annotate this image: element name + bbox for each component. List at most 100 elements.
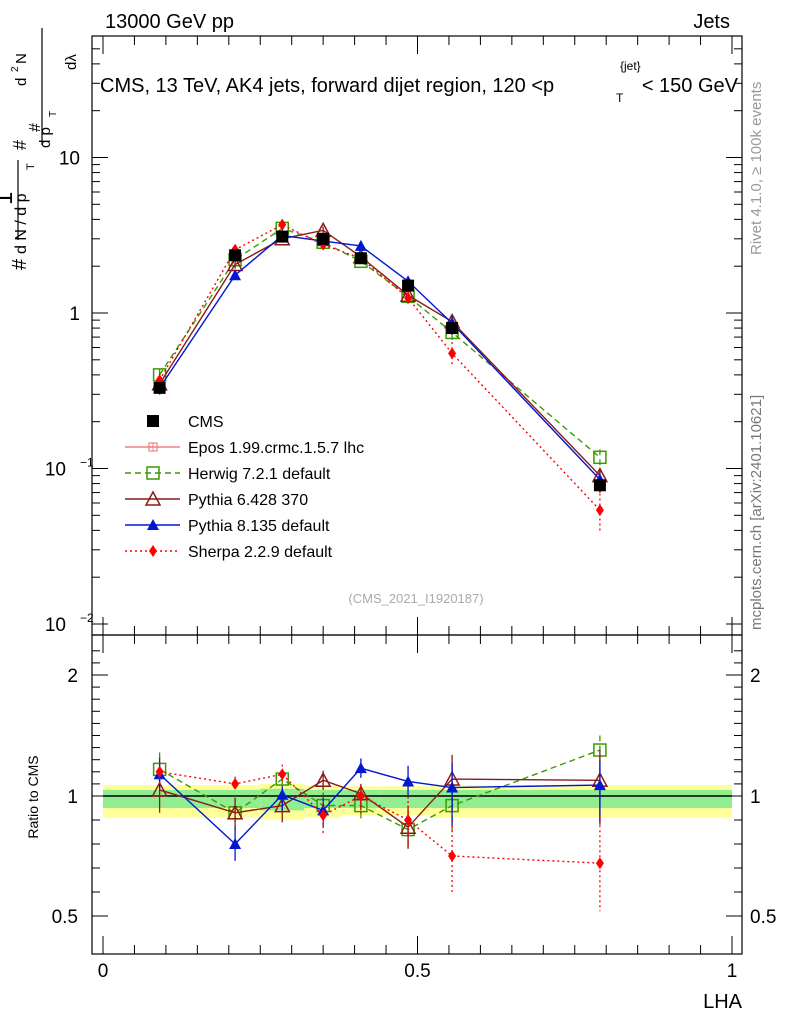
ratio-y-axis-label: Ratio to CMS bbox=[25, 755, 41, 838]
ratio-band-inner bbox=[379, 789, 431, 808]
header-right: Jets bbox=[693, 11, 730, 33]
ratio-y-tick-label-right: 1 bbox=[750, 787, 761, 808]
marker-triangle bbox=[276, 788, 289, 800]
marker-triangle bbox=[402, 775, 415, 787]
marker-diamond bbox=[231, 777, 240, 790]
marker-diamond bbox=[404, 814, 413, 826]
legend-item: CMS bbox=[147, 414, 224, 431]
marker-triangle-open bbox=[144, 490, 162, 506]
svg-text:1: 1 bbox=[0, 192, 18, 205]
series-line bbox=[159, 234, 601, 480]
marker-square bbox=[147, 415, 159, 427]
ratio-plot: 2 2 1 1 0.5 0.5 0 0.5 1 bbox=[52, 634, 776, 982]
marker-triangle bbox=[229, 838, 242, 849]
main-y-tick-exp: −2 bbox=[80, 611, 94, 625]
plot-title-main: CMS, 13 TeV, AK4 jets, forward dijet reg… bbox=[100, 75, 554, 97]
svg-text:T: T bbox=[25, 163, 37, 170]
main-y-tick-label: 10 bbox=[59, 149, 80, 170]
marker-diamond bbox=[448, 850, 457, 862]
marker-square bbox=[446, 322, 459, 335]
main-y-tick-label: 10 bbox=[45, 460, 66, 481]
marker-square bbox=[276, 230, 289, 243]
x-axis-label: LHA bbox=[703, 991, 743, 1013]
marker-triangle bbox=[593, 779, 606, 791]
x-tick-label: 1 bbox=[727, 961, 738, 982]
marker-triangle bbox=[354, 239, 367, 251]
main-plot: 10 1 10 −1 10 −2 bbox=[45, 35, 743, 636]
marker-diamond bbox=[595, 504, 604, 517]
ratio-y-tick-label: 2 bbox=[67, 666, 78, 687]
ratio-y-tick-label: 1 bbox=[67, 787, 78, 808]
legend-item: Epos 1.99.crmc.1.5.7 lhc bbox=[125, 440, 364, 457]
main-y-tick-exp: −1 bbox=[80, 456, 94, 470]
marker-triangle bbox=[354, 762, 367, 774]
legend-label: Pythia 6.428 370 bbox=[188, 492, 308, 509]
rivet-label: Rivet 4.1.0, ≥ 100k events bbox=[748, 82, 765, 255]
main-y-tick-label: 1 bbox=[69, 304, 80, 325]
legend-label: CMS bbox=[188, 414, 224, 431]
marker-diamond bbox=[404, 291, 413, 304]
marker-diamond bbox=[595, 857, 604, 870]
ratio-band-inner bbox=[474, 789, 732, 808]
legend-label: Herwig 7.2.1 default bbox=[188, 466, 331, 483]
marker-square-open bbox=[593, 450, 607, 465]
ratio-series-pythia-8-135-default bbox=[153, 758, 606, 861]
svg-text:d p: d p bbox=[37, 127, 54, 148]
plot-title-sup: {jet} bbox=[620, 59, 641, 73]
marker-diamond bbox=[155, 765, 164, 778]
marker-square bbox=[153, 381, 166, 394]
marker-square-open bbox=[146, 466, 160, 480]
series-cms bbox=[153, 230, 606, 493]
svg-text:#: # bbox=[10, 140, 30, 150]
marker-triangle bbox=[446, 781, 459, 793]
legend-label: Pythia 8.135 default bbox=[188, 518, 330, 535]
marker-triangle-open bbox=[274, 797, 291, 813]
marker-diamond bbox=[278, 218, 287, 231]
x-tick-label: 0.5 bbox=[404, 961, 430, 982]
ratio-line bbox=[159, 771, 600, 864]
legend-item: Sherpa 2.2.9 default bbox=[125, 544, 333, 561]
marker-triangle bbox=[229, 269, 242, 281]
marker-square bbox=[593, 479, 606, 492]
ratio-line bbox=[159, 749, 601, 831]
series-line bbox=[159, 227, 601, 458]
legend-label: Sherpa 2.2.9 default bbox=[188, 544, 333, 561]
ratio-y-tick-label-right: 0.5 bbox=[750, 907, 776, 928]
marker-triangle-open bbox=[226, 804, 244, 820]
legend: CMS Epos 1.99.crmc.1.5.7 lhc Herwig 7.2.1 … bbox=[125, 414, 364, 561]
legend-item: Herwig 7.2.1 default bbox=[125, 466, 331, 483]
marker-square bbox=[229, 249, 242, 262]
marker-diamond bbox=[356, 790, 365, 802]
plot-title: CMS, 13 TeV, AK4 jets, forward dijet reg… bbox=[100, 59, 739, 105]
marker-diamond bbox=[278, 768, 287, 781]
legend-item: Pythia 8.135 default bbox=[125, 518, 330, 535]
plot-title-sub: T bbox=[616, 91, 624, 105]
svg-text:d N / d p: d N / d p bbox=[13, 193, 30, 254]
series-line bbox=[159, 223, 601, 511]
marker-diamond bbox=[448, 347, 457, 360]
mcplots-label: mcplots.cern.ch [arXiv:2401.10621] bbox=[748, 395, 765, 630]
ratio-y-tick-label: 0.5 bbox=[52, 907, 78, 928]
legend-item: Pythia 6.428 370 bbox=[125, 490, 308, 509]
marker-square bbox=[402, 279, 415, 292]
marker-triangle-open bbox=[314, 771, 332, 788]
ratio-series-sherpa-2-2-9-default bbox=[155, 757, 604, 912]
watermark: (CMS_2021_I1920187) bbox=[348, 591, 483, 606]
x-tick-label: 0 bbox=[98, 961, 109, 982]
series-sherpa-2-2-9-default bbox=[155, 218, 604, 533]
svg-text:#: # bbox=[27, 123, 44, 132]
svg-text:d: d bbox=[13, 78, 30, 86]
header-left: 13000 GeV pp bbox=[105, 11, 234, 33]
marker-diamond bbox=[149, 545, 157, 557]
marker-triangle-open bbox=[399, 818, 417, 834]
ratio-line bbox=[159, 767, 600, 845]
marker-square bbox=[354, 252, 367, 265]
main-y-axis-label: # d N / d p T 1 # d p T # d 2 N dλ bbox=[0, 28, 80, 270]
main-y-tick-label: 10 bbox=[45, 615, 66, 636]
svg-text:#: # bbox=[9, 258, 31, 270]
marker-triangle-open bbox=[151, 781, 168, 797]
marker-triangle bbox=[147, 519, 159, 530]
marker-square bbox=[317, 232, 330, 245]
marker-diamond bbox=[319, 809, 328, 822]
